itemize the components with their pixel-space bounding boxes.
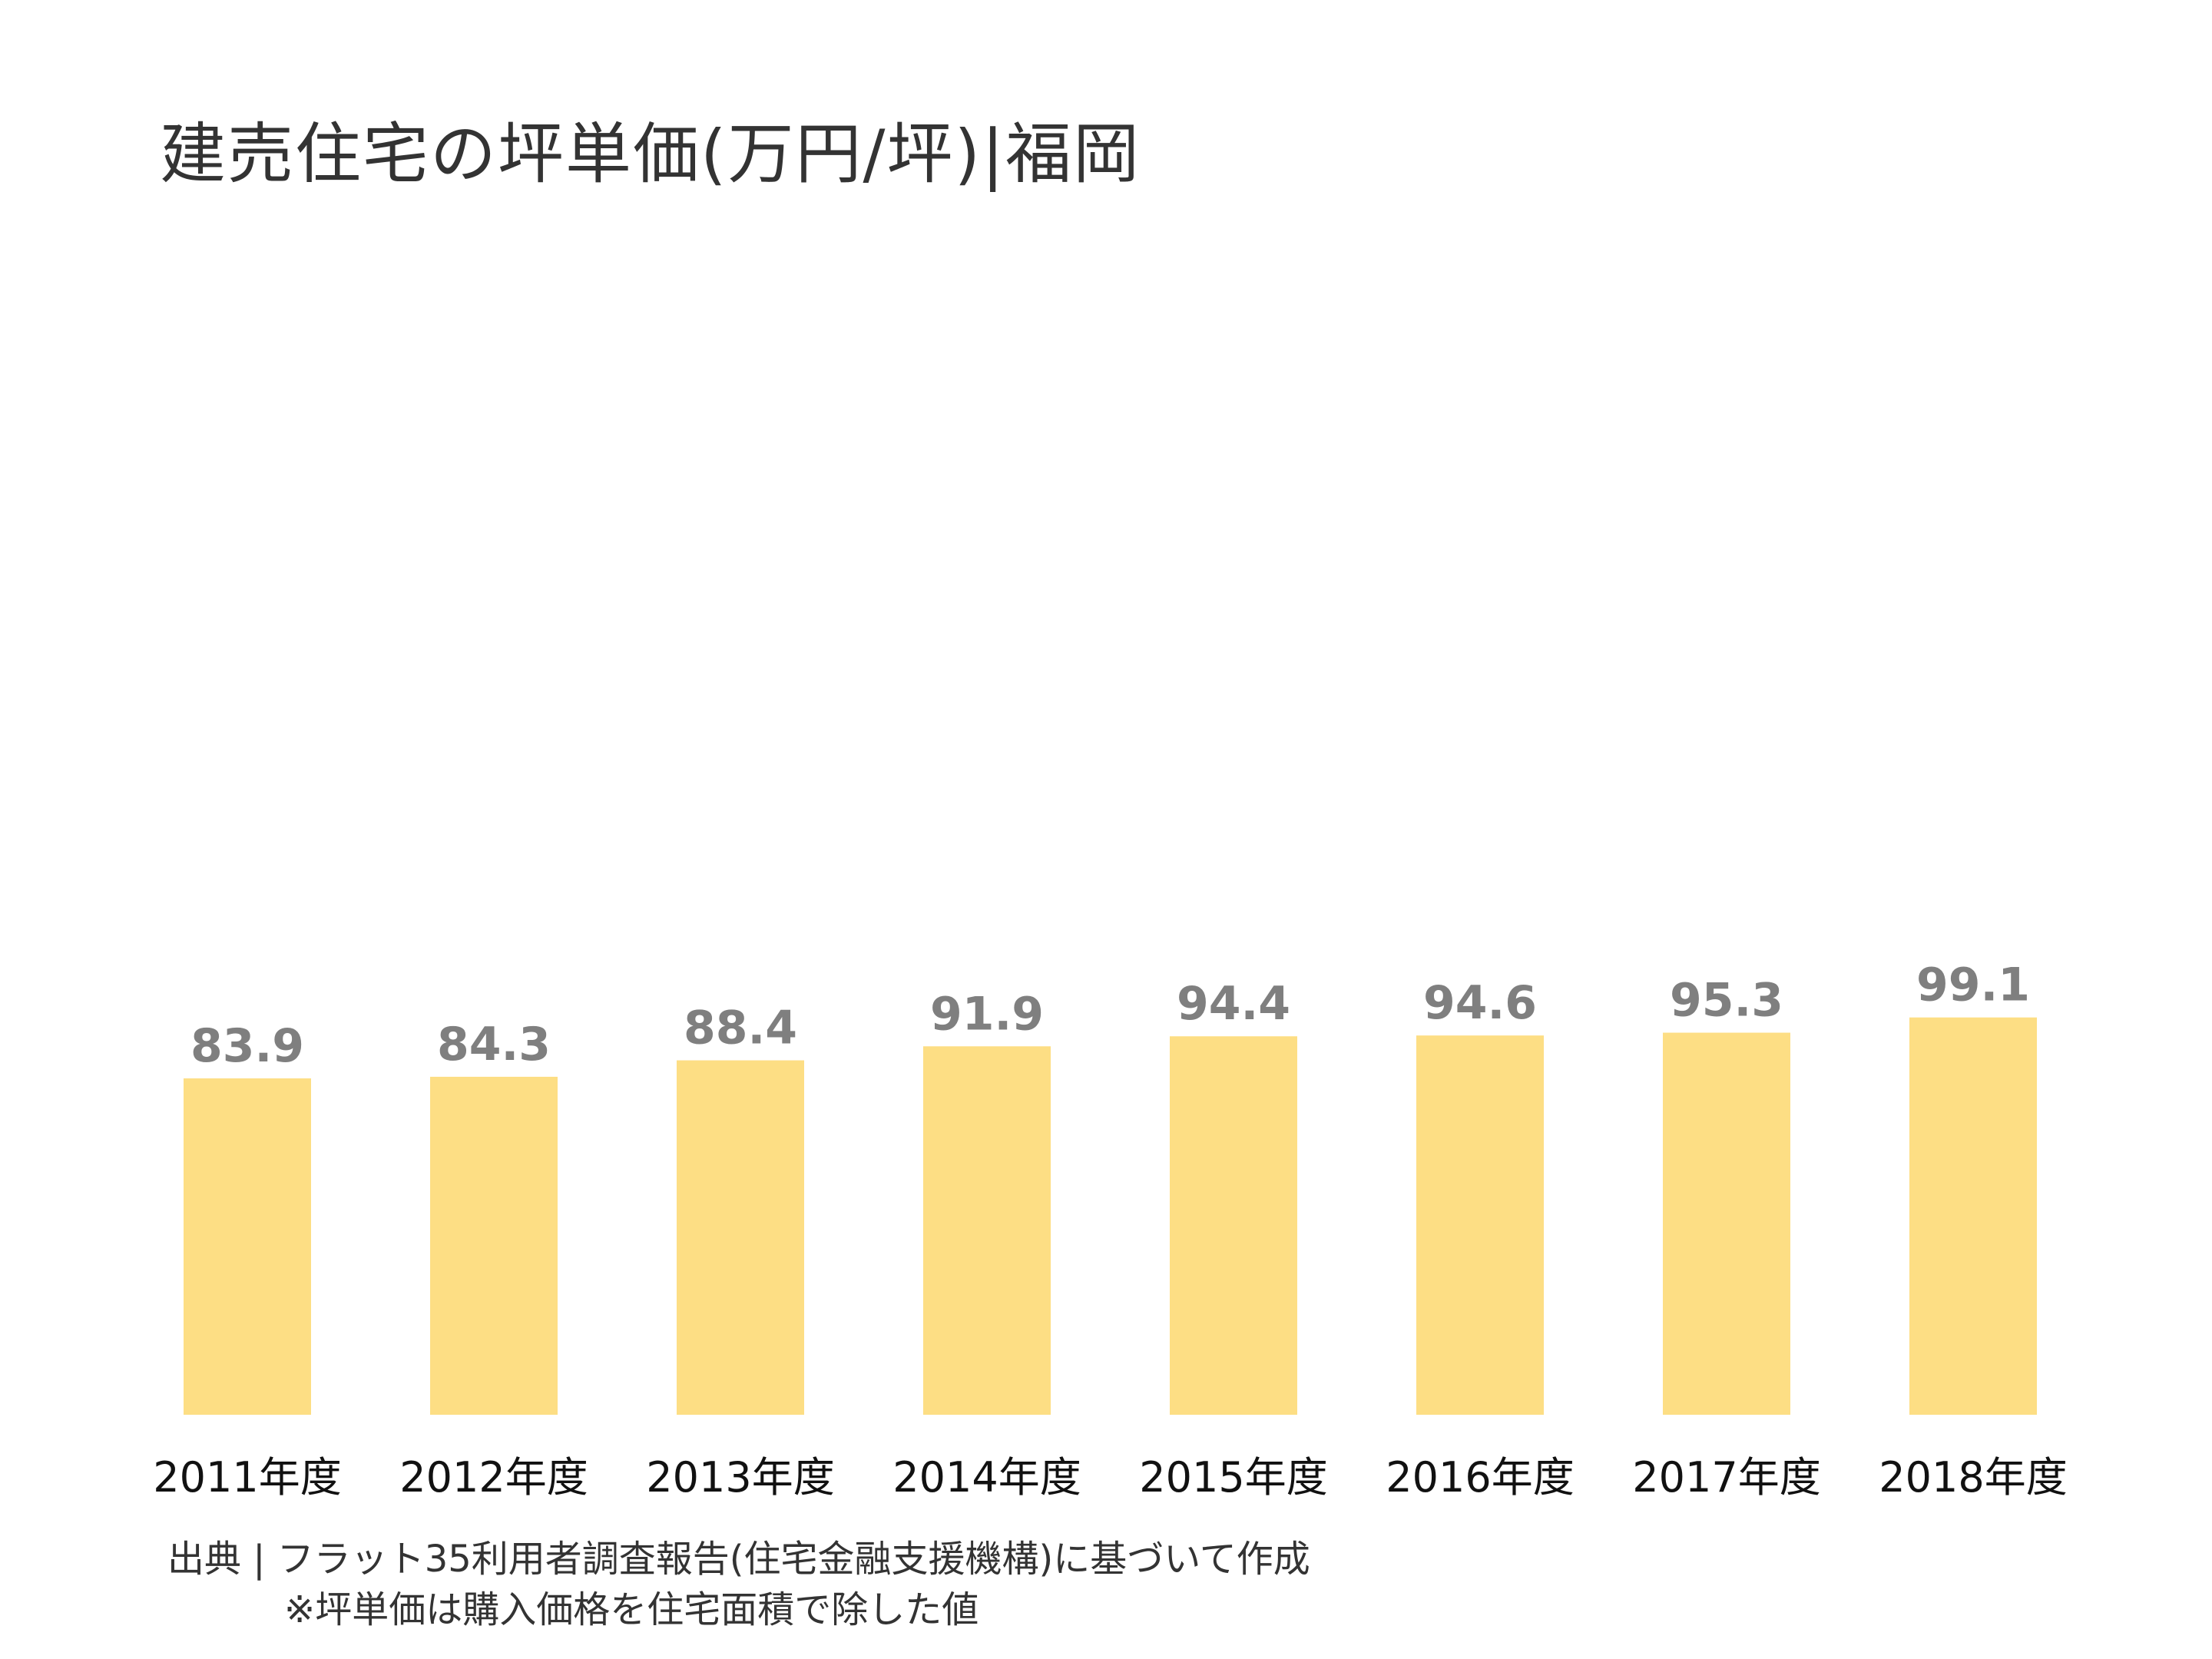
x-tick-label-8: 2018年度 [1879, 1453, 2067, 1502]
x-tick-label-6: 2016年度 [1386, 1453, 1574, 1502]
explanation-note: ※坪単価は購入価格を住宅面積で除した値 [284, 1588, 979, 1631]
bar-6 [1416, 1035, 1544, 1415]
bar-1 [184, 1078, 311, 1415]
bar-3 [677, 1060, 804, 1415]
data-label-2: 84.3 [437, 1018, 551, 1071]
data-label-4: 91.9 [930, 987, 1044, 1041]
x-tick-label-4: 2014年度 [892, 1453, 1081, 1502]
x-tick-label-3: 2013年度 [646, 1453, 834, 1502]
bar-2 [430, 1076, 558, 1415]
bar-7 [1663, 1032, 1790, 1415]
data-label-7: 95.3 [1670, 974, 1783, 1028]
data-label-8: 99.1 [1916, 959, 2030, 1012]
bar-8 [1909, 1017, 2037, 1415]
data-label-6: 94.6 [1423, 976, 1537, 1030]
bar-5 [1170, 1036, 1297, 1415]
data-label-5: 94.4 [1177, 977, 1290, 1031]
source-note: 出典 | フラット35利用者調査報告(住宅金融支援機構)に基づいて作成 [167, 1538, 1310, 1581]
x-tick-label-1: 2011年度 [153, 1453, 341, 1502]
bar-4 [923, 1046, 1051, 1415]
x-tick-label-5: 2015年度 [1139, 1453, 1327, 1502]
data-label-1: 83.9 [190, 1019, 304, 1073]
x-tick-label-7: 2017年度 [1632, 1453, 1820, 1502]
x-tick-label-2: 2012年度 [399, 1453, 588, 1502]
data-label-3: 88.4 [684, 1002, 797, 1055]
chart-title: 建売住宅の坪単価(万円/坪)|福岡 [160, 116, 1141, 193]
